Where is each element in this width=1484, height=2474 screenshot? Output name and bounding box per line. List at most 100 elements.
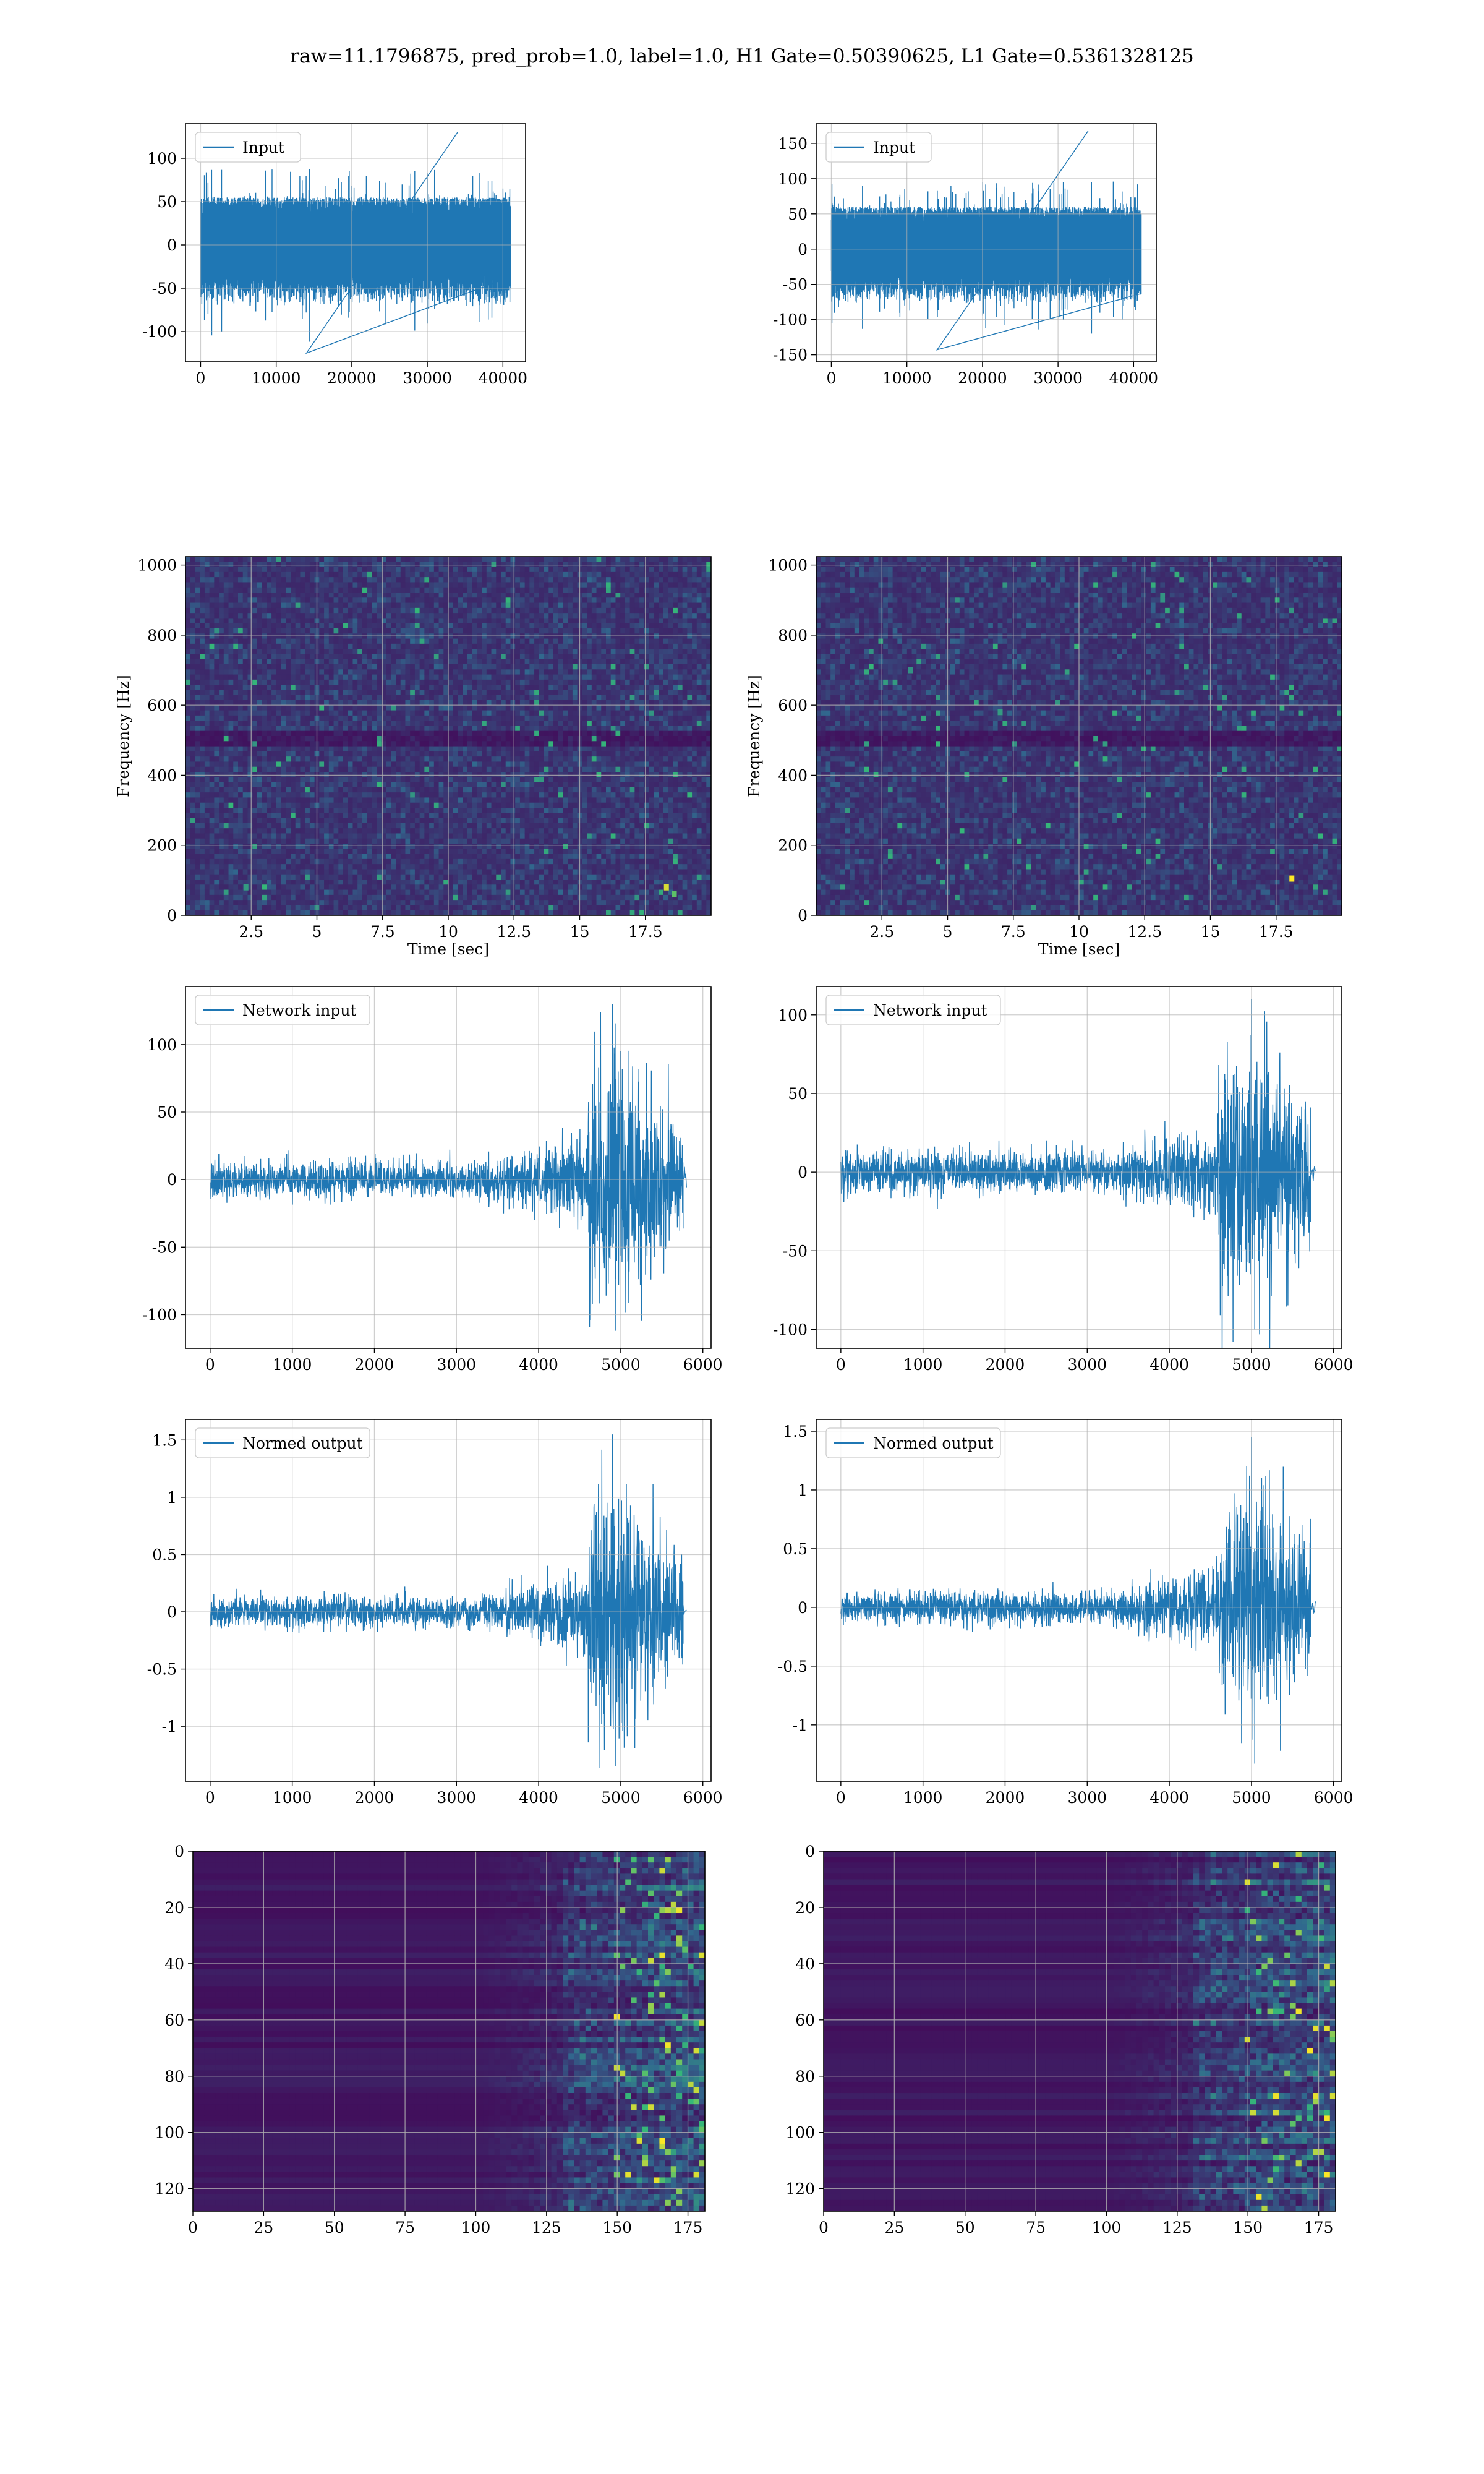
heatmap-cell <box>190 649 196 655</box>
heatmap-cell <box>305 705 310 711</box>
heatmap-cell <box>515 858 521 865</box>
heatmap-cell <box>396 854 401 860</box>
heatmap-cell <box>257 557 263 562</box>
heatmap-cell <box>458 751 463 757</box>
heatmap-cell <box>424 562 430 568</box>
heatmap-cell <box>362 562 368 568</box>
heatmap-cell <box>367 690 372 696</box>
heatmap-cell <box>482 726 487 732</box>
heatmap-cell <box>505 864 511 870</box>
heatmap-cell <box>214 705 220 711</box>
heatmap-cell <box>458 766 463 773</box>
heatmap-cell <box>352 721 358 727</box>
heatmap-cell <box>242 838 249 844</box>
heatmap-cell <box>219 858 224 865</box>
heatmap-cell <box>223 562 229 568</box>
heatmap-cell <box>295 710 301 716</box>
heatmap-cell <box>405 884 411 891</box>
heatmap-cell <box>505 766 511 773</box>
heatmap-cell <box>238 889 244 896</box>
heatmap-cell <box>424 833 430 839</box>
heatmap-cell <box>377 679 382 685</box>
heatmap-cell <box>238 838 244 844</box>
heatmap-cell <box>252 772 258 777</box>
heatmap-cell <box>372 761 377 768</box>
heatmap-cell <box>209 710 215 716</box>
heatmap-cell <box>419 577 425 583</box>
heatmap-cell <box>429 582 435 588</box>
heatmap-cell <box>482 751 487 757</box>
heatmap-cell <box>238 736 244 742</box>
heatmap-cell <box>186 802 191 808</box>
heatmap-cell <box>367 823 372 829</box>
heatmap-cell <box>291 710 296 716</box>
heatmap-cell <box>515 571 521 578</box>
heatmap-cell <box>281 613 286 619</box>
heatmap-cell <box>328 813 335 819</box>
heatmap-cell <box>186 746 191 752</box>
heatmap-cell <box>247 894 253 901</box>
heatmap-cell <box>324 638 330 644</box>
heatmap-cell <box>424 766 430 773</box>
heatmap-cell <box>414 884 420 891</box>
heatmap-cell <box>271 751 277 757</box>
heatmap-cell <box>367 787 372 793</box>
heatmap-cell <box>233 880 239 885</box>
heatmap-cell <box>190 613 196 619</box>
heatmap-cell <box>458 659 463 665</box>
heatmap-cell <box>195 746 200 752</box>
x-tick-label: 0 <box>826 369 836 387</box>
heatmap-cell <box>486 849 492 855</box>
heatmap-cell <box>486 721 492 727</box>
heatmap-cell <box>458 618 463 624</box>
heatmap-cell <box>362 787 368 793</box>
heatmap-cell <box>501 849 506 855</box>
heatmap-cell <box>357 833 363 839</box>
heatmap-cell <box>472 910 477 915</box>
heatmap-cell <box>377 659 382 665</box>
heatmap-cell <box>281 669 286 675</box>
heatmap-cell <box>362 628 368 634</box>
heatmap-cell <box>343 864 349 870</box>
heatmap-cell <box>486 813 492 819</box>
heatmap-cell <box>219 802 224 808</box>
heatmap-cell <box>377 874 382 880</box>
heatmap-cell <box>414 695 420 701</box>
heatmap-cell <box>295 741 301 747</box>
heatmap-cell <box>472 715 477 721</box>
heatmap-cell <box>333 894 339 901</box>
heatmap-cell <box>429 587 435 593</box>
heatmap-cell <box>223 593 229 598</box>
heatmap-cell <box>276 864 282 870</box>
heatmap-cell <box>324 894 330 901</box>
heatmap-cell <box>396 864 401 870</box>
heatmap-cell <box>305 679 310 685</box>
heatmap-cell <box>448 710 454 716</box>
heatmap-cell <box>391 761 396 768</box>
heatmap-cell <box>367 557 372 562</box>
heatmap-cell <box>352 649 358 655</box>
y-tick-label: -100 <box>142 323 177 341</box>
heatmap-cell <box>338 797 344 803</box>
heatmap-cell <box>343 792 349 798</box>
heatmap-cell <box>333 884 339 891</box>
heatmap-cell <box>343 577 349 583</box>
heatmap-cell <box>223 858 229 865</box>
heatmap-cell <box>343 844 349 849</box>
heatmap-cell <box>467 792 473 798</box>
heatmap-cell <box>510 638 516 644</box>
heatmap-cell <box>333 613 339 619</box>
heatmap-cell <box>223 828 229 834</box>
heatmap-cell <box>433 858 440 865</box>
heatmap-cell <box>410 736 416 742</box>
heatmap-cell <box>252 654 258 660</box>
heatmap-cell <box>186 833 191 839</box>
heatmap-cell <box>391 685 396 691</box>
heatmap-cell <box>262 659 267 665</box>
heatmap-cell <box>472 685 477 691</box>
heatmap-cell <box>247 792 253 798</box>
heatmap-cell <box>200 880 205 885</box>
heatmap-cell <box>486 884 492 891</box>
heatmap-cell <box>400 761 406 768</box>
heatmap-cell <box>214 633 220 640</box>
